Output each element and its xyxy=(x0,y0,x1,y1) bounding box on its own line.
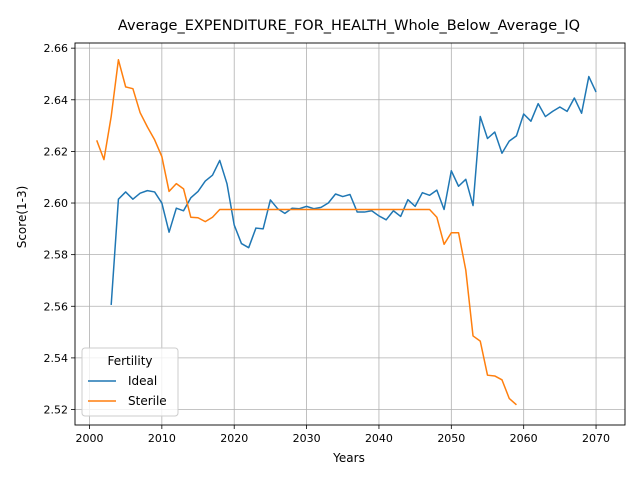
y-tick-label: 2.52 xyxy=(44,404,69,417)
x-tick-label: 2070 xyxy=(582,432,610,445)
chart-title: Average_EXPENDITURE_FOR_HEALTH_Whole_Bel… xyxy=(118,18,580,34)
x-tick-label: 2010 xyxy=(148,432,176,445)
plot-frame xyxy=(74,42,626,426)
legend-box xyxy=(81,347,179,417)
axes: 2000 2010 2020 2030 2040 2050 2060 2070 2.52 2.54… xyxy=(44,42,611,445)
legend: Fertility Ideal Sterile xyxy=(81,347,179,417)
y-tick-label: 2.58 xyxy=(44,249,69,262)
legend-title: Fertility xyxy=(107,354,152,368)
x-tick-label: 2000 xyxy=(75,432,103,445)
y-tick-label: 2.62 xyxy=(44,145,69,158)
x-tick-label: 2050 xyxy=(437,432,465,445)
series-line-sterile xyxy=(96,59,517,406)
x-tick-label: 2060 xyxy=(510,432,538,445)
y-tick-label: 2.54 xyxy=(44,352,69,365)
series-line-ideal xyxy=(110,75,597,306)
y-tick-label: 2.66 xyxy=(44,42,69,55)
x-axis-label: Years xyxy=(332,451,365,465)
x-tick-label: 2040 xyxy=(365,432,393,445)
series-lines xyxy=(96,59,597,406)
legend-label-ideal: Ideal xyxy=(128,374,157,388)
x-tick-label: 2030 xyxy=(293,432,321,445)
y-tick-label: 2.60 xyxy=(44,197,69,210)
y-tick-label: 2.64 xyxy=(44,94,69,107)
legend-entries: Ideal Sterile xyxy=(88,374,167,408)
y-axis-label: Score(1-3) xyxy=(15,186,29,249)
y-tick-label: 2.56 xyxy=(44,300,69,313)
x-tick-label: 2020 xyxy=(220,432,248,445)
legend-label-sterile: Sterile xyxy=(128,394,167,408)
